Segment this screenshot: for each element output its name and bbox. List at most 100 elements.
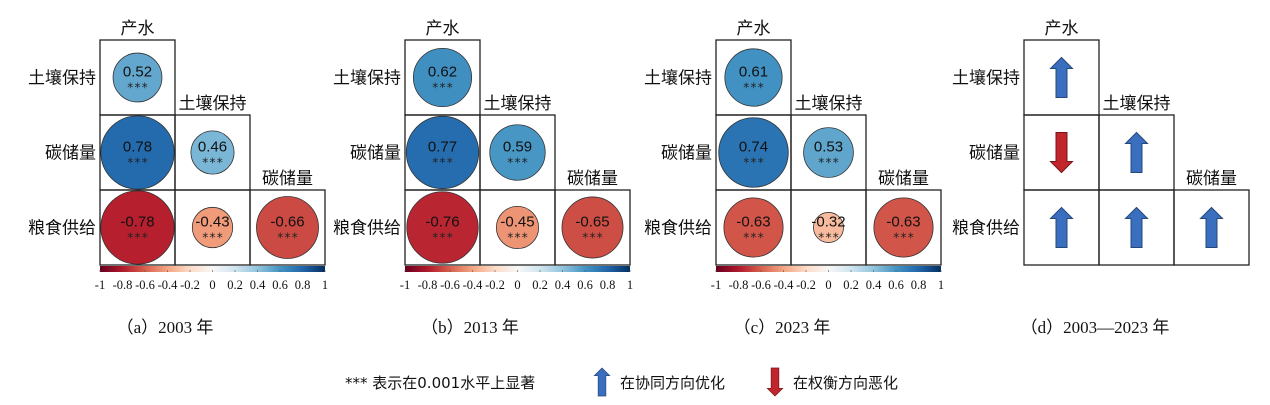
row-label: 土壤保持 (333, 68, 401, 89)
legend-significance: *** 表示在0.001水平上显著 (345, 374, 535, 392)
up-arrow-icon (1049, 56, 1074, 98)
correlation-value: 0.61 (739, 64, 768, 81)
correlation-value: 0.53 (814, 139, 843, 156)
colorbar-tick-label: 0.4 (250, 278, 266, 292)
colorbar-tick-label: -0.4 (463, 278, 484, 292)
row-label: 土壤保持 (28, 68, 96, 89)
colorbar-tick-label: 1 (938, 278, 944, 292)
colorbar-tick-label: 0.2 (843, 278, 859, 292)
colorbar-tick-label: 0.8 (600, 278, 616, 292)
colorbar-tick-label: 1 (322, 278, 328, 292)
legend-down-text: 在权衡方向恶化 (793, 374, 898, 392)
correlation-value: -0.78 (120, 214, 154, 231)
panel-caption: （a）2003 年 (117, 318, 214, 337)
significance-mark: *** (743, 156, 765, 170)
colorbar-tick-label: 0.8 (911, 278, 927, 292)
significance-mark: *** (743, 81, 765, 95)
column-label: 产水 (426, 19, 460, 39)
colorbar-tick-label: 0.6 (577, 278, 593, 292)
colorbar-tick-label: -0.8 (729, 278, 749, 292)
significance-mark: *** (818, 231, 840, 245)
significance-mark: *** (127, 156, 149, 170)
colorbar-tick-label: -0.6 (440, 278, 460, 292)
down-arrow-icon (766, 367, 784, 397)
correlation-circle (873, 197, 934, 258)
colorbar-tick-label: -0.2 (796, 278, 816, 292)
correlation-value: 0.59 (503, 139, 532, 156)
correlation-circle (256, 196, 319, 259)
colorbar-tick-label: -1 (400, 278, 410, 292)
correlation-value: 0.62 (428, 64, 457, 81)
correlation-value: -0.45 (500, 214, 534, 231)
correlation-circle (723, 197, 784, 258)
column-label: 碳储量 (567, 169, 618, 189)
matrix-cell (249, 189, 326, 266)
significance-mark: *** (507, 231, 529, 245)
colorbar-tick-label: 0.6 (272, 278, 288, 292)
row-label: 粮食供给 (644, 219, 712, 239)
correlation-circle (561, 196, 624, 259)
correlation-circle (406, 191, 479, 264)
correlation-panel-1: 产水土壤保持碳储量土壤保持碳储量粮食供给0.62***0.77***0.59**… (333, 19, 633, 337)
colorbar-tick-label: 0 (514, 278, 520, 292)
row-label: 碳储量 (350, 144, 401, 164)
colorbar-tick-label: 0.2 (227, 278, 243, 292)
column-label: 土壤保持 (1103, 93, 1171, 114)
colorbar-tick-label: -0.6 (751, 278, 771, 292)
column-label: 土壤保持 (484, 93, 552, 114)
row-label: 土壤保持 (952, 68, 1020, 89)
correlation-circle (813, 212, 844, 243)
panel-caption: （c）2023 年 (734, 318, 831, 337)
correlation-value: -0.63 (886, 214, 920, 231)
colorbar-tick-label: 0.4 (555, 278, 571, 292)
correlation-value: 0.74 (739, 139, 768, 156)
colorbar-tick-label: -1 (711, 278, 721, 292)
correlation-circle (489, 124, 546, 181)
row-label: 碳储量 (969, 144, 1020, 164)
correlation-value: -0.43 (195, 214, 229, 231)
colorbar-tick-label: 1 (627, 278, 633, 292)
column-label: 产水 (737, 19, 771, 39)
colorbar-tick-label: -0.8 (113, 278, 133, 292)
column-label: 碳储量 (878, 169, 929, 189)
correlation-panel-2: 产水土壤保持碳储量土壤保持碳储量粮食供给0.61***0.74***0.53**… (644, 19, 944, 337)
significance-mark: *** (743, 231, 765, 245)
colorbar-tick-label: 0 (825, 278, 831, 292)
significance-mark: *** (127, 231, 149, 245)
significance-mark: *** (432, 81, 454, 95)
row-label: 碳储量 (661, 144, 712, 164)
correlation-circle (100, 190, 175, 265)
correlation-circle (100, 115, 175, 190)
colorbar-tick-label: 0 (209, 278, 215, 292)
correlation-circle (190, 130, 235, 175)
column-label: 碳储量 (1186, 169, 1237, 189)
correlation-circle (495, 205, 540, 250)
significance-mark: *** (202, 231, 224, 245)
column-label: 土壤保持 (795, 93, 863, 114)
correlation-value: -0.76 (425, 214, 459, 231)
correlation-circle (724, 48, 783, 107)
column-label: 碳储量 (262, 169, 313, 189)
up-arrow-icon (1124, 206, 1149, 248)
colorbar-tick-label: 0.8 (295, 278, 311, 292)
significance-mark: *** (432, 231, 454, 245)
correlation-circle (803, 127, 854, 178)
row-label: 碳储量 (45, 144, 96, 164)
correlation-circle (405, 115, 480, 190)
legend-up-text: 在协同方向优化 (620, 374, 725, 392)
up-arrow-icon (593, 367, 611, 397)
significance-mark: *** (202, 156, 224, 170)
significance-mark: *** (127, 81, 149, 95)
row-label: 粮食供给 (952, 219, 1020, 239)
correlation-value: -0.63 (736, 214, 770, 231)
legend: *** 表示在0.001水平上显著 在协同方向优化 在权衡方向恶化 (345, 367, 898, 397)
matrix-cell (554, 189, 631, 266)
colorbar-tick-label: -0.6 (135, 278, 155, 292)
up-arrow-icon (1124, 131, 1149, 173)
colorbar-tick-label: 0.2 (532, 278, 548, 292)
matrix-cell (865, 189, 942, 266)
correlation-circle (718, 117, 789, 188)
correlation-circle (112, 52, 163, 103)
